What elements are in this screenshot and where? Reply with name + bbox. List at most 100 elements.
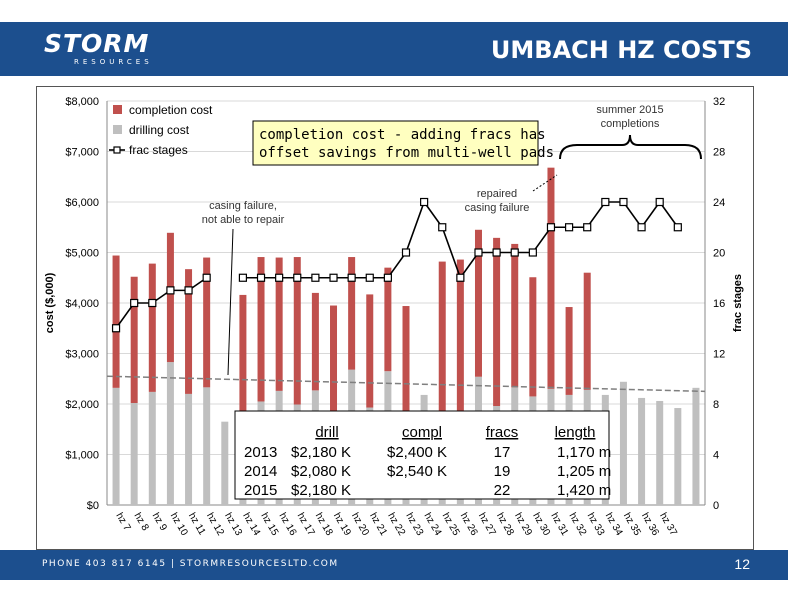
- drilling-bar: [656, 400, 664, 505]
- y-tick-label: $7,000: [65, 147, 99, 159]
- frac-stages-marker: [601, 197, 610, 207]
- frac-stages-marker: [420, 197, 429, 207]
- frac-stages-marker: [673, 223, 682, 232]
- completion-bar: [330, 305, 338, 414]
- completion-bar: [257, 257, 265, 402]
- storm-logo: STORM RESOURCES: [44, 30, 153, 67]
- y-tick-label: $2,000: [65, 399, 99, 411]
- x-tick-label: hz 8: [132, 511, 151, 533]
- x-tick-label: hz 37: [657, 511, 679, 538]
- completion-bar: [293, 257, 301, 405]
- table-length: 1,205 m: [557, 463, 611, 480]
- completion-bar: [275, 257, 283, 391]
- completion-bar: [185, 269, 193, 394]
- completion-bar: [456, 259, 464, 423]
- drilling-bar: [130, 402, 138, 505]
- frac-stages-marker: [238, 273, 248, 282]
- completion-bar: [130, 276, 138, 403]
- completion-bar: [384, 267, 392, 372]
- callout-line: completion cost - adding fracs has: [259, 127, 546, 143]
- frac-stages-marker: [474, 248, 483, 257]
- table-year: 2013: [244, 444, 277, 461]
- legend-frac-label: frac stages: [129, 143, 188, 157]
- y2-tick-label: 16: [713, 298, 725, 310]
- frac-stages-marker: [329, 273, 338, 282]
- callout-box: [252, 120, 539, 166]
- legend-completion-swatch: [113, 105, 122, 114]
- table-header: drill: [315, 424, 338, 441]
- completion-bar: [438, 261, 446, 423]
- summary-table-box: [234, 410, 610, 500]
- table-header: compl: [402, 424, 442, 441]
- x-tick-label: hz 9: [150, 511, 169, 533]
- completion-bar: [166, 232, 174, 363]
- summer-brace: [559, 134, 702, 160]
- chart-panel: $0 $1,000 $2,000 $3,000 $4,000 $5,000 $6,000 $7…: [36, 86, 754, 550]
- y2-tick-label: 20: [713, 248, 725, 260]
- frac-stages-marker: [510, 248, 519, 257]
- frac-stages-marker: [311, 273, 320, 282]
- completion-bar: [493, 237, 501, 407]
- drilling-bar: [185, 393, 193, 505]
- frac-stages-marker: [148, 298, 157, 308]
- drilling-bar: [148, 391, 156, 505]
- y2-axis-title: frac stages: [732, 274, 744, 332]
- completion-bar: [366, 294, 374, 408]
- completion-bar: [511, 243, 519, 388]
- completion-bar: [348, 257, 356, 370]
- completion-bar: [203, 257, 211, 388]
- frac-stages-marker: [166, 286, 175, 295]
- table-header: fracs: [486, 424, 519, 441]
- table-compl: $2,540 K: [387, 463, 447, 480]
- summer-annotation: summer 2015: [596, 104, 663, 116]
- y2-tick-label: 0: [713, 500, 719, 512]
- y2-tick-label: 8: [713, 399, 719, 411]
- completion-bar: [112, 255, 120, 388]
- frac-stages-marker: [184, 286, 193, 295]
- y2-tick-label: 32: [713, 96, 725, 108]
- y-tick-label: $0: [87, 500, 99, 512]
- frac-stages-marker: [583, 223, 592, 232]
- table-year: 2015: [244, 482, 277, 499]
- table-length: 1,420 m: [557, 482, 611, 499]
- trendline: [106, 375, 706, 393]
- frac-stages-marker: [564, 223, 574, 232]
- legend-drilling-label: drilling cost: [129, 123, 190, 137]
- drilling-bar: [638, 397, 646, 505]
- frac-stages-marker: [347, 273, 356, 282]
- frac-stages-marker: [130, 298, 139, 308]
- frac-stages-marker: [637, 223, 646, 232]
- completion-bar: [583, 272, 591, 390]
- completion-bar: [239, 294, 247, 414]
- y2-tick-label: 28: [713, 147, 725, 159]
- page-number: 12: [734, 556, 750, 572]
- drilling-bar: [166, 362, 174, 505]
- legend-completion-label: completion cost: [129, 103, 213, 117]
- table-drill: $2,080 K: [291, 463, 351, 480]
- drilling-bar: [203, 387, 211, 505]
- table-header: length: [555, 424, 596, 441]
- summer-annotation: completions: [601, 118, 660, 130]
- frac-stages-marker: [275, 273, 284, 282]
- drilling-bar: [692, 387, 700, 505]
- frac-stages-marker: [438, 223, 447, 232]
- cost-chart: $0 $1,000 $2,000 $3,000 $4,000 $5,000 $6,000 $7…: [44, 96, 744, 538]
- y-tick-label: $3,000: [65, 349, 99, 361]
- frac-stages-marker: [528, 248, 537, 257]
- footer-bar: PHONE 403 817 6145 | STORMRESOURCESLTD.C…: [0, 550, 788, 580]
- frac-stages-marker: [456, 273, 465, 282]
- y2-tick-label: 12: [713, 349, 725, 361]
- frac-stages-marker: [619, 197, 628, 207]
- frac-stages-line: [115, 200, 679, 329]
- y-tick-label: $6,000: [65, 197, 99, 209]
- y2-tick-label: 24: [713, 197, 725, 209]
- casing-failure-annotation: casing failure,: [209, 200, 277, 212]
- frac-stages-marker: [202, 273, 211, 282]
- completion-bar: [529, 277, 537, 397]
- header-bar: STORM RESOURCES UMBACH HZ COSTS: [0, 22, 788, 76]
- table-drill: $2,180 K: [291, 444, 351, 461]
- completion-bar: [565, 307, 573, 395]
- repaired-annotation: casing failure: [465, 202, 530, 214]
- table-year: 2014: [244, 463, 277, 480]
- y-tick-label: $8,000: [65, 96, 99, 108]
